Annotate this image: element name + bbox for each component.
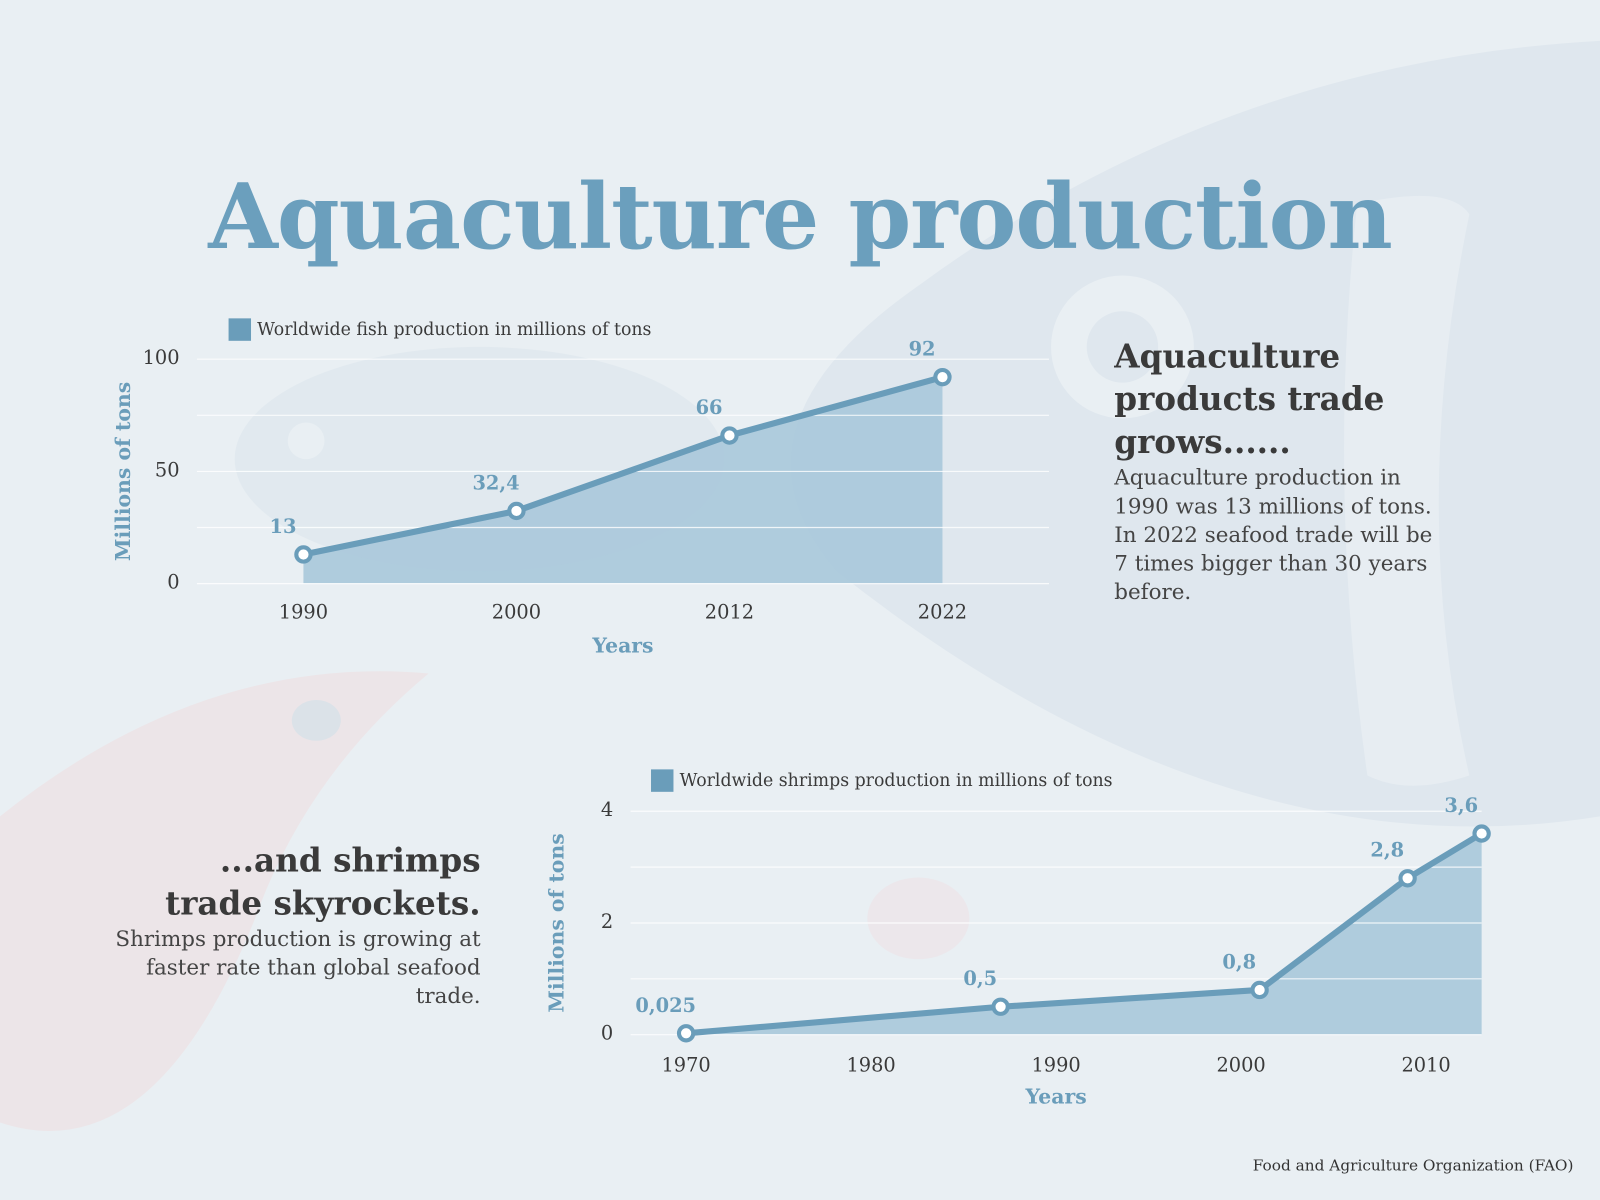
block-heading: Aquaculture products trade grows...... [1114, 336, 1385, 462]
point [933, 367, 952, 387]
x-tick-label: 2012 [705, 600, 754, 623]
x-axis-title: Years [591, 633, 653, 657]
area [303, 377, 943, 584]
source: Food and Agriculture Organization (FAO) [1252, 1156, 1574, 1175]
x-tick-label: 2000 [1216, 1053, 1265, 1076]
x-tick-label: 2022 [918, 600, 967, 623]
page-title: Aquaculture production [208, 163, 1393, 270]
text-block: Aquaculture products trade grows...... A… [1114, 335, 1451, 606]
legend-swatch [228, 318, 252, 341]
legend-swatch [651, 769, 674, 792]
y-axis-title: Millions of tons [545, 833, 569, 1012]
data-label: 0,8 [1222, 950, 1256, 973]
y-tick-label: 0 [167, 571, 179, 594]
point [720, 426, 739, 445]
data-label: 32,4 [472, 471, 519, 494]
y-tick-label: 50 [155, 458, 180, 481]
data-label: 13 [270, 515, 297, 538]
data-label: 2,8 [1370, 839, 1404, 862]
y-axis-title: Millions of tons [111, 382, 135, 561]
point [991, 997, 1010, 1016]
y-tick-label: 4 [601, 798, 613, 821]
x-tick-label: 1990 [1031, 1053, 1080, 1076]
x-tick-label: 1980 [846, 1053, 895, 1076]
area [686, 833, 1482, 1035]
x-axis-title: Years [1025, 1084, 1087, 1108]
point [1398, 869, 1417, 888]
point [1250, 980, 1269, 1000]
legend-label: Worldwide shrimps production in millions… [680, 771, 1113, 791]
x-tick-label: 1990 [279, 600, 328, 623]
data-label: 3,6 [1444, 794, 1478, 817]
data-label: 0,5 [963, 967, 997, 990]
legend-label: Worldwide fish production in millions of… [257, 320, 651, 340]
text-block: ...and shrimps trade skyrockets. Shrimps… [112, 839, 480, 1010]
y-tick-label: 0 [601, 1022, 613, 1045]
block-text: Shrimps production is growing at faster … [115, 926, 481, 1009]
x-tick-label: 2000 [492, 600, 541, 623]
point [294, 545, 313, 564]
x-tick-label: 2010 [1401, 1053, 1450, 1076]
data-label: 66 [696, 396, 723, 419]
x-tick-label: 1970 [661, 1053, 710, 1076]
y-tick-label: 2 [601, 910, 613, 933]
data-label: 92 [909, 338, 936, 361]
block-text: Aquaculture production in 1990 was 13 mi… [1114, 465, 1433, 605]
decoration [0, 40, 1600, 1131]
y-tick-label: 100 [143, 346, 180, 369]
block-heading: ...and shrimps trade skyrockets. [165, 840, 481, 923]
point [507, 501, 526, 521]
point [676, 1024, 696, 1043]
data-label: 0,025 [635, 994, 696, 1017]
point [1472, 824, 1491, 843]
line [302, 374, 944, 558]
